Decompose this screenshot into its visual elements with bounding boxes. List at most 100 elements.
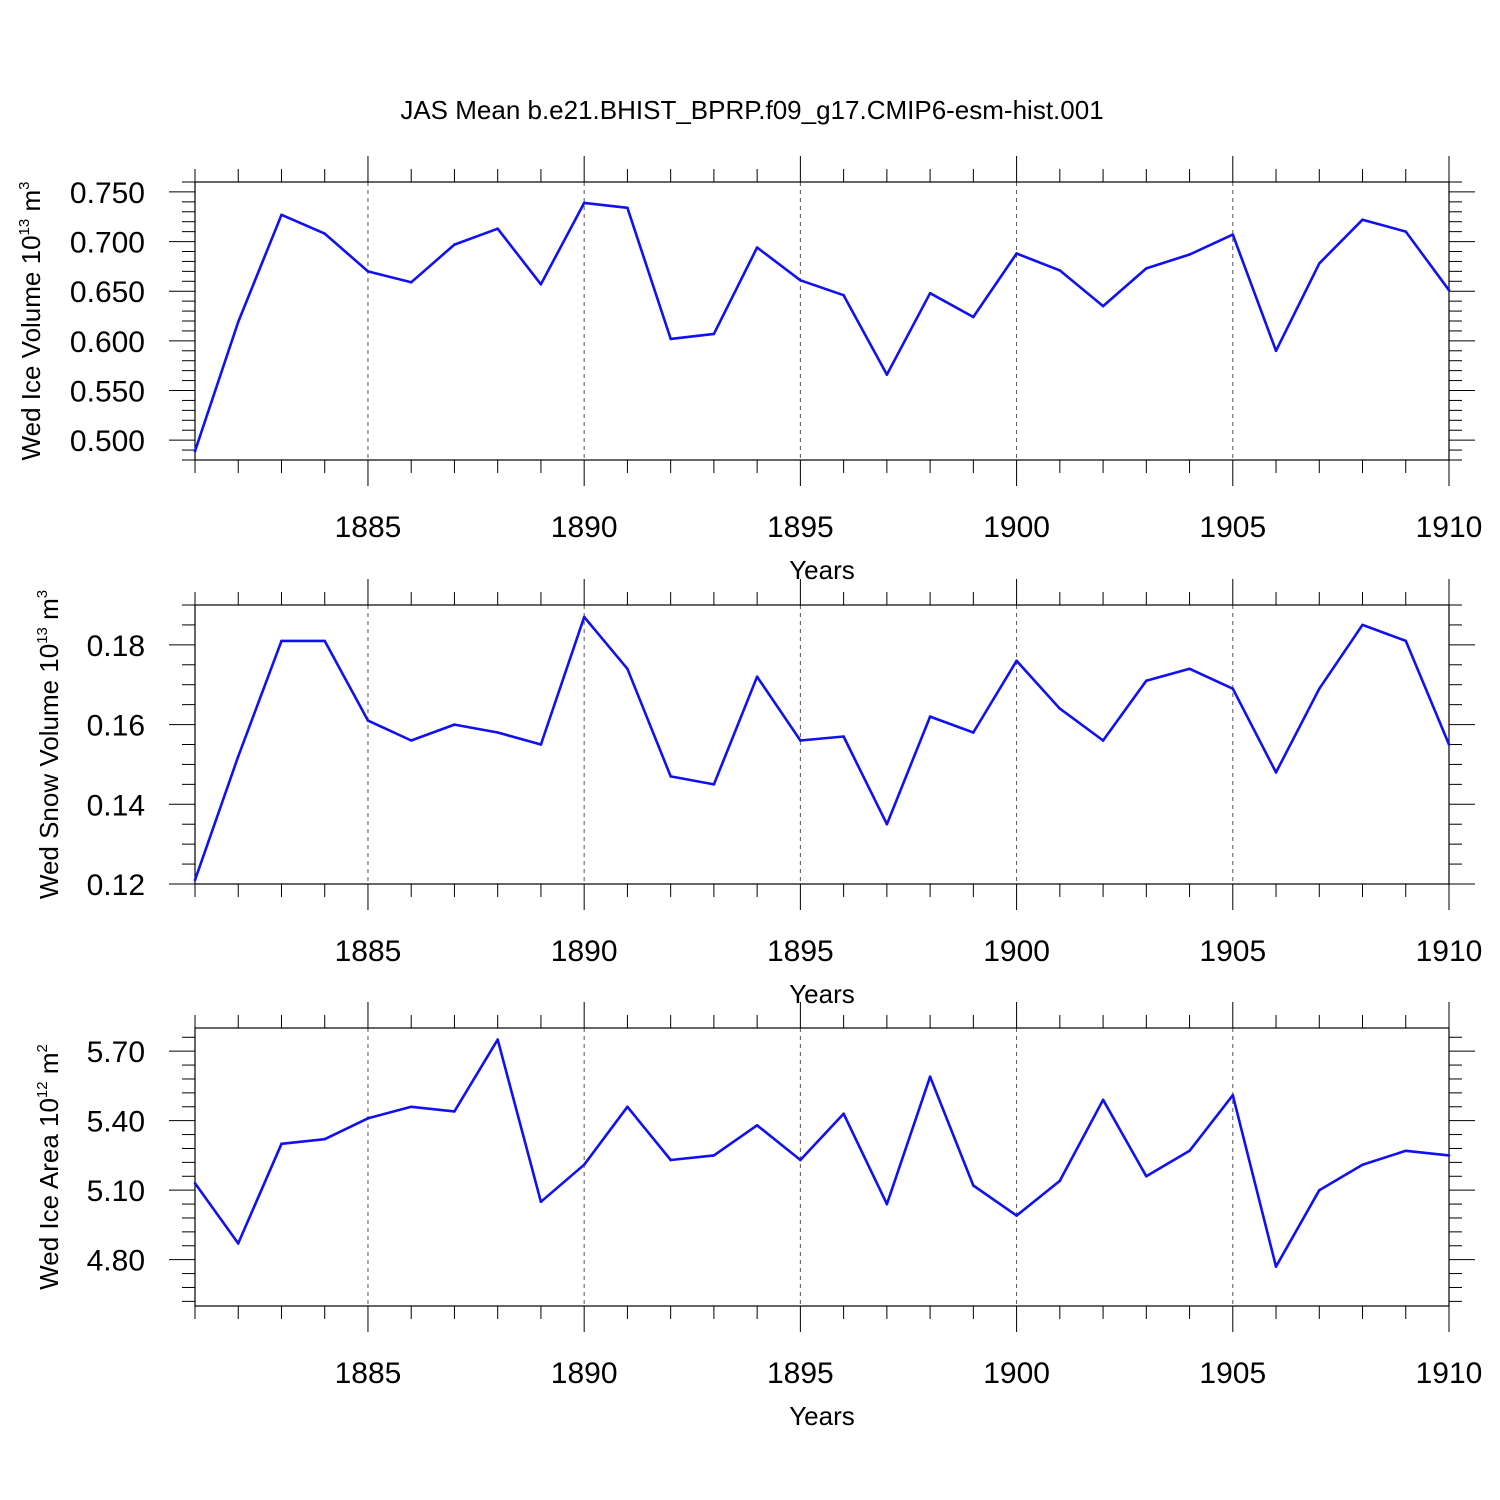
data-point [755,246,759,249]
x-tick-label: 1895 [767,1357,834,1390]
data-point [539,743,543,746]
data-point [928,715,932,718]
y-axis-title-part: 13 [34,627,51,644]
data-point [366,719,370,722]
data-point [236,320,240,324]
x-tick-label: 1890 [551,935,618,968]
data-point [1231,687,1235,690]
data-point [972,1184,975,1187]
y-tick-label: 0.14 [87,789,145,822]
x-tick-label: 1900 [983,1357,1050,1390]
x-tick-label: 1900 [983,935,1050,968]
y-axis-title: Wed Ice Volume 1013 m3 [16,182,46,461]
data-point [280,213,283,217]
y-tick-label: 0.550 [70,376,145,409]
x-axis-title: Years [789,1401,855,1431]
y-tick-label: 0.12 [87,869,145,902]
snow-volume-panel: 1885 1890 1895 1900 1905 1910 Years 0.12 0.14 0.1… [34,579,1482,1009]
x-tick-label: 1890 [551,1357,618,1390]
plot-frame [194,1027,1450,1307]
data-point [539,282,543,286]
y-axis-title-part: 2 [34,1044,51,1052]
data-point [496,227,499,230]
data-point [193,449,197,453]
data-point [972,731,975,734]
data-point [539,1200,543,1204]
data-point [972,315,975,319]
ice-volume-panel: 1885 1890 1895 1900 1905 1910 Years 0.500 0.550 0… [16,156,1482,585]
y-axis-title-part: Wed Snow Volume 10 [34,644,64,899]
data-point [1317,1188,1321,1192]
data-point [1274,771,1278,774]
data-point [582,201,586,205]
data-point [1145,1174,1148,1178]
data-point [453,243,456,246]
series-line [193,201,1451,452]
y-axis-title: Wed Ice Area 1012 m2 [34,1044,64,1290]
data-point [1015,659,1018,663]
data-point [799,278,802,282]
y-axis-title-part: Wed Ice Volume 10 [16,235,46,460]
y-axis-title-part: 12 [34,1081,51,1098]
data-point [496,731,499,734]
data-point [1404,230,1408,233]
data-point [755,1124,759,1127]
data-point [496,1038,499,1041]
y-tick-label: 4.80 [87,1245,145,1278]
data-point [885,1202,889,1206]
y-tick-label: 0.750 [70,177,145,210]
data-point [1015,1214,1018,1217]
y-axis-title-part: 3 [34,590,51,598]
y-tick-label: 5.70 [87,1036,145,1069]
x-tick-label: 1900 [983,511,1050,544]
x-tick-label: 1910 [1416,1357,1483,1390]
y-axis-title-part: m [34,598,64,627]
data-point [280,1142,283,1146]
data-point [453,1110,456,1113]
y-axis-title-part: m [34,1053,64,1082]
data-point [193,1181,197,1185]
data-point [1274,1265,1278,1268]
data-point [626,206,629,210]
data-point [409,1105,413,1109]
data-point [1274,349,1278,353]
data-point [1447,1154,1451,1157]
x-tick-label: 1910 [1416,935,1483,968]
x-axis-title: Years [789,979,855,1009]
data-point [1058,707,1062,710]
data-point [1145,267,1148,270]
data-point [323,639,327,643]
data-point [366,270,370,273]
data-point [885,373,889,376]
y-axis-title: Wed Snow Volume 1013 m3 [34,590,64,899]
y-tick-label: 5.10 [87,1175,145,1208]
data-point [1404,639,1408,643]
data-point [582,615,586,619]
y-tick-label: 0.600 [70,326,145,359]
data-point [669,337,672,341]
data-point [1231,233,1235,236]
data-point [409,280,413,284]
y-tick-label: 0.650 [70,276,145,309]
y-axis-title-part: Wed Ice Area 10 [34,1098,64,1290]
data-point [366,1117,370,1120]
x-tick-label: 1885 [335,1357,402,1390]
data-point [712,332,716,336]
y-axis-title-part: 3 [16,182,33,190]
x-tick-label: 1895 [767,935,834,968]
data-point [280,639,283,643]
x-axis-title: Years [789,555,855,585]
data-point [323,232,327,235]
y-tick-label: 0.500 [70,425,145,458]
data-point [626,1105,629,1109]
data-point [1101,1098,1105,1102]
y-axis-title-part: m [16,190,46,219]
data-point [1101,739,1105,742]
data-point [928,291,932,295]
ice-area-panel: 1885 1890 1895 1900 1905 1910 Years 4.80 5.10 5.4… [34,1002,1482,1431]
data-point [669,1158,672,1162]
data-point [1361,1163,1364,1166]
data-point [1058,1179,1062,1183]
data-point [1447,288,1451,292]
data-point [582,1163,586,1166]
